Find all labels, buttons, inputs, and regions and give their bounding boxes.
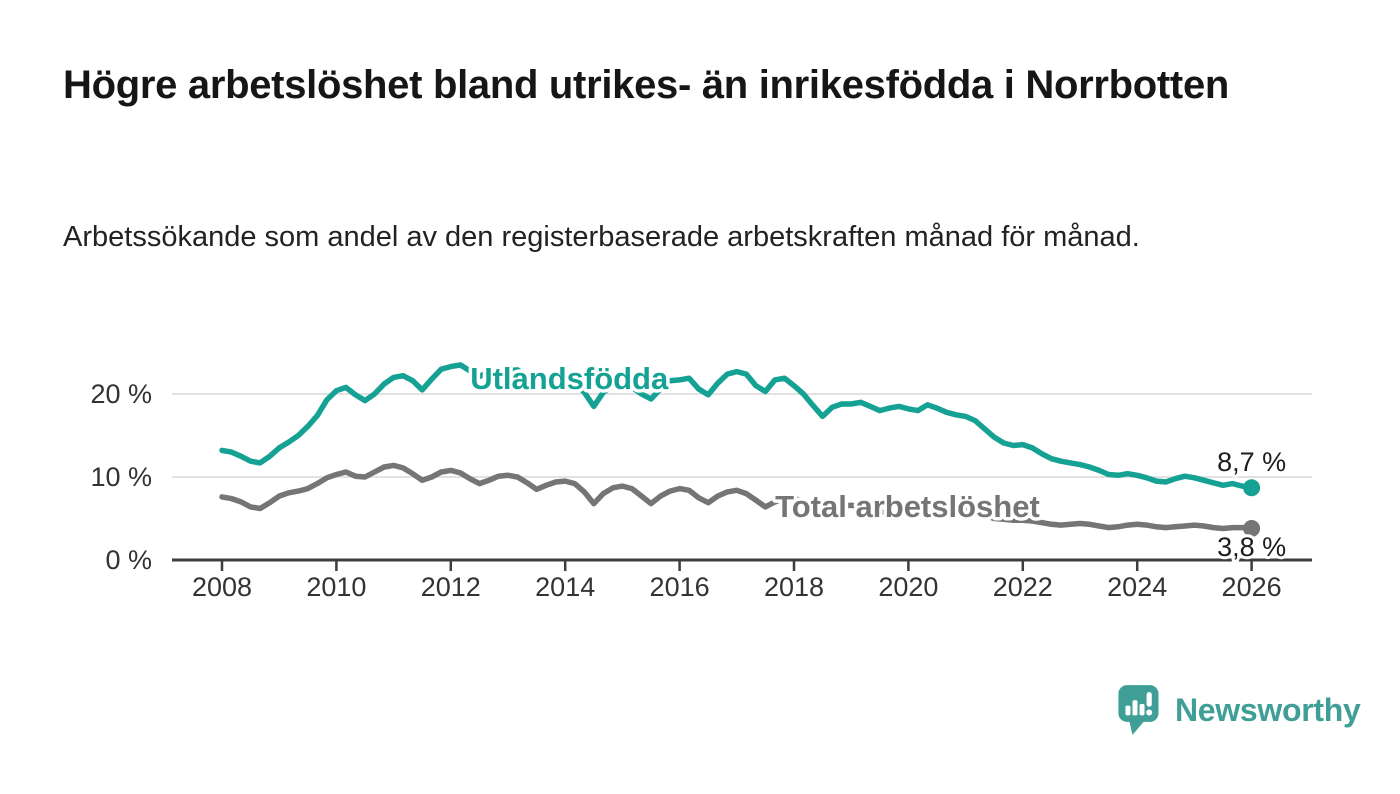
newsworthy-bubble-chart-icon — [1118, 685, 1159, 735]
x-tick-label: 2024 — [1107, 572, 1167, 602]
chart-subtitle: Arbetssökande som andel av den registerb… — [63, 221, 1140, 253]
series-end-value-label: 8,7 % — [1217, 447, 1286, 477]
x-tick-label: 2026 — [1222, 572, 1282, 602]
series-end-dot-Utlandsfödda — [1243, 479, 1261, 497]
x-tick-label: 2020 — [878, 572, 938, 602]
y-tick-label: 0 % — [105, 545, 152, 575]
chart-title: Högre arbetslöshet bland utrikes- än inr… — [63, 63, 1230, 107]
x-tick-label: 2018 — [764, 572, 824, 602]
newsworthy-logo: Newsworthy — [1117, 684, 1361, 736]
series-name-label-Utlandsfödda: Utlandsfödda — [470, 361, 669, 396]
series-name-label-Total arbetslöshet: Total arbetslöshet — [775, 489, 1040, 524]
y-tick-label: 20 % — [90, 379, 152, 409]
x-tick-label: 2010 — [306, 572, 366, 602]
series-line-Total arbetslöshet — [219, 462, 1255, 532]
series-end-dot-Total arbetslöshet — [1243, 520, 1261, 537]
series-end-value-label: 3,8 % — [1217, 532, 1286, 562]
newsworthy-wordmark: Newsworthy — [1175, 691, 1361, 728]
x-tick-label: 2022 — [993, 572, 1053, 602]
x-tick-label: 2012 — [421, 572, 481, 602]
x-tick-label: 2016 — [650, 572, 710, 602]
y-tick-label: 10 % — [90, 462, 152, 492]
x-tick-label: 2014 — [535, 572, 595, 602]
x-tick-label: 2008 — [192, 572, 252, 602]
series-line-Utlandsfödda — [219, 362, 1255, 491]
